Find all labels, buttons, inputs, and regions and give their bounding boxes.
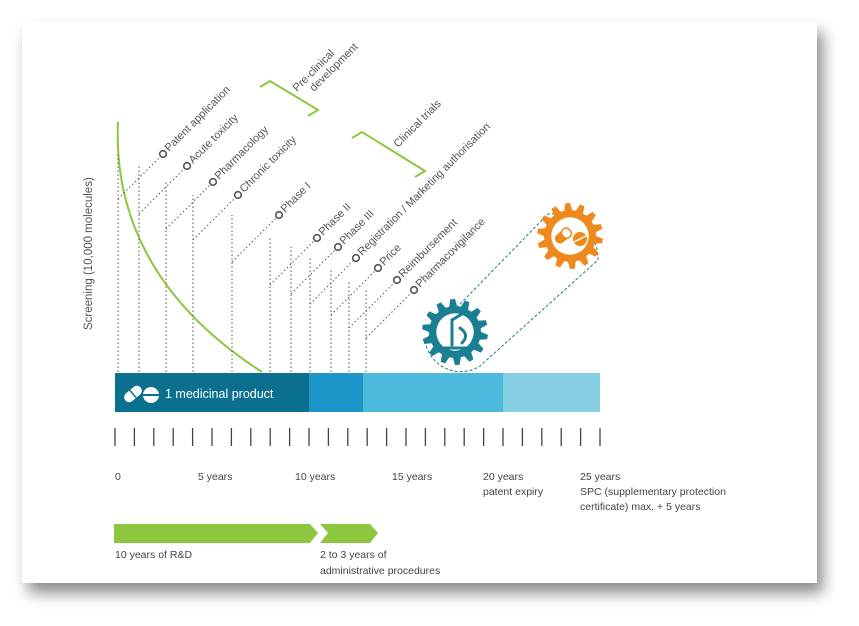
milestone-diagonal [192, 197, 236, 241]
axis-label-15: 15 years [392, 471, 432, 483]
axis-label-line: 5 years [198, 471, 232, 483]
admin-phase-line1: 2 to 3 years of [320, 549, 387, 561]
milestone-dot [312, 233, 322, 243]
milestone-label: Phase I [279, 180, 314, 215]
pill-tablet-icon [143, 387, 159, 403]
axis-label-line: 15 years [392, 471, 432, 483]
admin-phase-line2: administrative procedures [320, 565, 440, 577]
milestone-diagonal [269, 240, 315, 286]
clinical-bracket: Clinical trials [351, 98, 444, 178]
milestone-dot [333, 242, 343, 252]
bar-segment-1 [309, 373, 364, 412]
gear-pills-icon [537, 203, 603, 269]
milestone-diagonal [290, 249, 336, 295]
milestone-dot [233, 190, 243, 200]
admin-arrow [320, 524, 378, 543]
gear-microscope-icon [422, 299, 488, 365]
axis-label-line: 25 years [580, 471, 620, 483]
milestone-diagonal [348, 282, 395, 329]
axis-label-line: certificate) max. + 5 years [580, 501, 701, 513]
axis-label-20: 20 years patent expiry [483, 471, 544, 498]
milestone-dot [208, 177, 218, 187]
milestone-dot [158, 149, 168, 159]
milestone-diagonal [165, 184, 211, 230]
milestone-diagonal [138, 168, 185, 215]
axis-label-line: 20 years [483, 471, 523, 483]
year-axis-labels: 0 5 years 10 years 15 years 20 years patent e… [115, 471, 726, 513]
milestone-label: Patent application [163, 84, 233, 154]
year-axis-ticks [114, 428, 601, 446]
orange-capsule [554, 227, 573, 244]
axis-label-line: 10 years [295, 471, 335, 483]
axis-label-line: 0 [115, 471, 121, 483]
milestone-label: Price [378, 242, 404, 268]
milestone-dot [409, 285, 419, 295]
bar-segment-2 [363, 373, 503, 412]
milestone-dot [351, 253, 361, 263]
milestone-diagonal [330, 270, 376, 316]
milestone-dot [392, 275, 402, 285]
phase-arrows [114, 524, 378, 543]
axis-label-5: 5 years [198, 471, 232, 483]
milestone-diagonal [365, 292, 412, 339]
diagram-card [22, 22, 817, 583]
clinical-trials-label: Clinical trials [392, 98, 444, 150]
bar-segment-3 [503, 373, 600, 412]
axis-label-10: 10 years [295, 471, 335, 483]
svg-text:Pre-clinical development: Pre-clinical development [291, 33, 361, 103]
admin-phase-label: 2 to 3 years of administrative procedure… [320, 549, 440, 577]
pill-icons [124, 385, 159, 403]
pill-capsule-icon [124, 385, 142, 403]
screening-curve [116, 121, 263, 373]
milestone-dot [182, 161, 192, 171]
milestone-dot [373, 263, 383, 273]
preclinical-bracket: Pre-clinical development [259, 33, 361, 117]
milestone-diagonal [231, 217, 277, 263]
microscope-glyph [442, 312, 468, 350]
y-axis-label: Screening (10,000 molecules) [83, 177, 95, 330]
axis-label-0: 0 [115, 471, 121, 483]
bar-label: 1 medicinal product [165, 387, 274, 401]
axis-label-25: 25 years SPC (supplementary protection cer… [580, 471, 726, 513]
axis-label-line: SPC (supplementary protection [580, 486, 726, 498]
axis-label-line: patent expiry [483, 486, 544, 498]
rd-arrow [114, 524, 318, 543]
milestone-dot [274, 210, 284, 220]
milestone-diagonal [117, 156, 161, 200]
rd-phase-label: 10 years of R&D [115, 549, 192, 561]
